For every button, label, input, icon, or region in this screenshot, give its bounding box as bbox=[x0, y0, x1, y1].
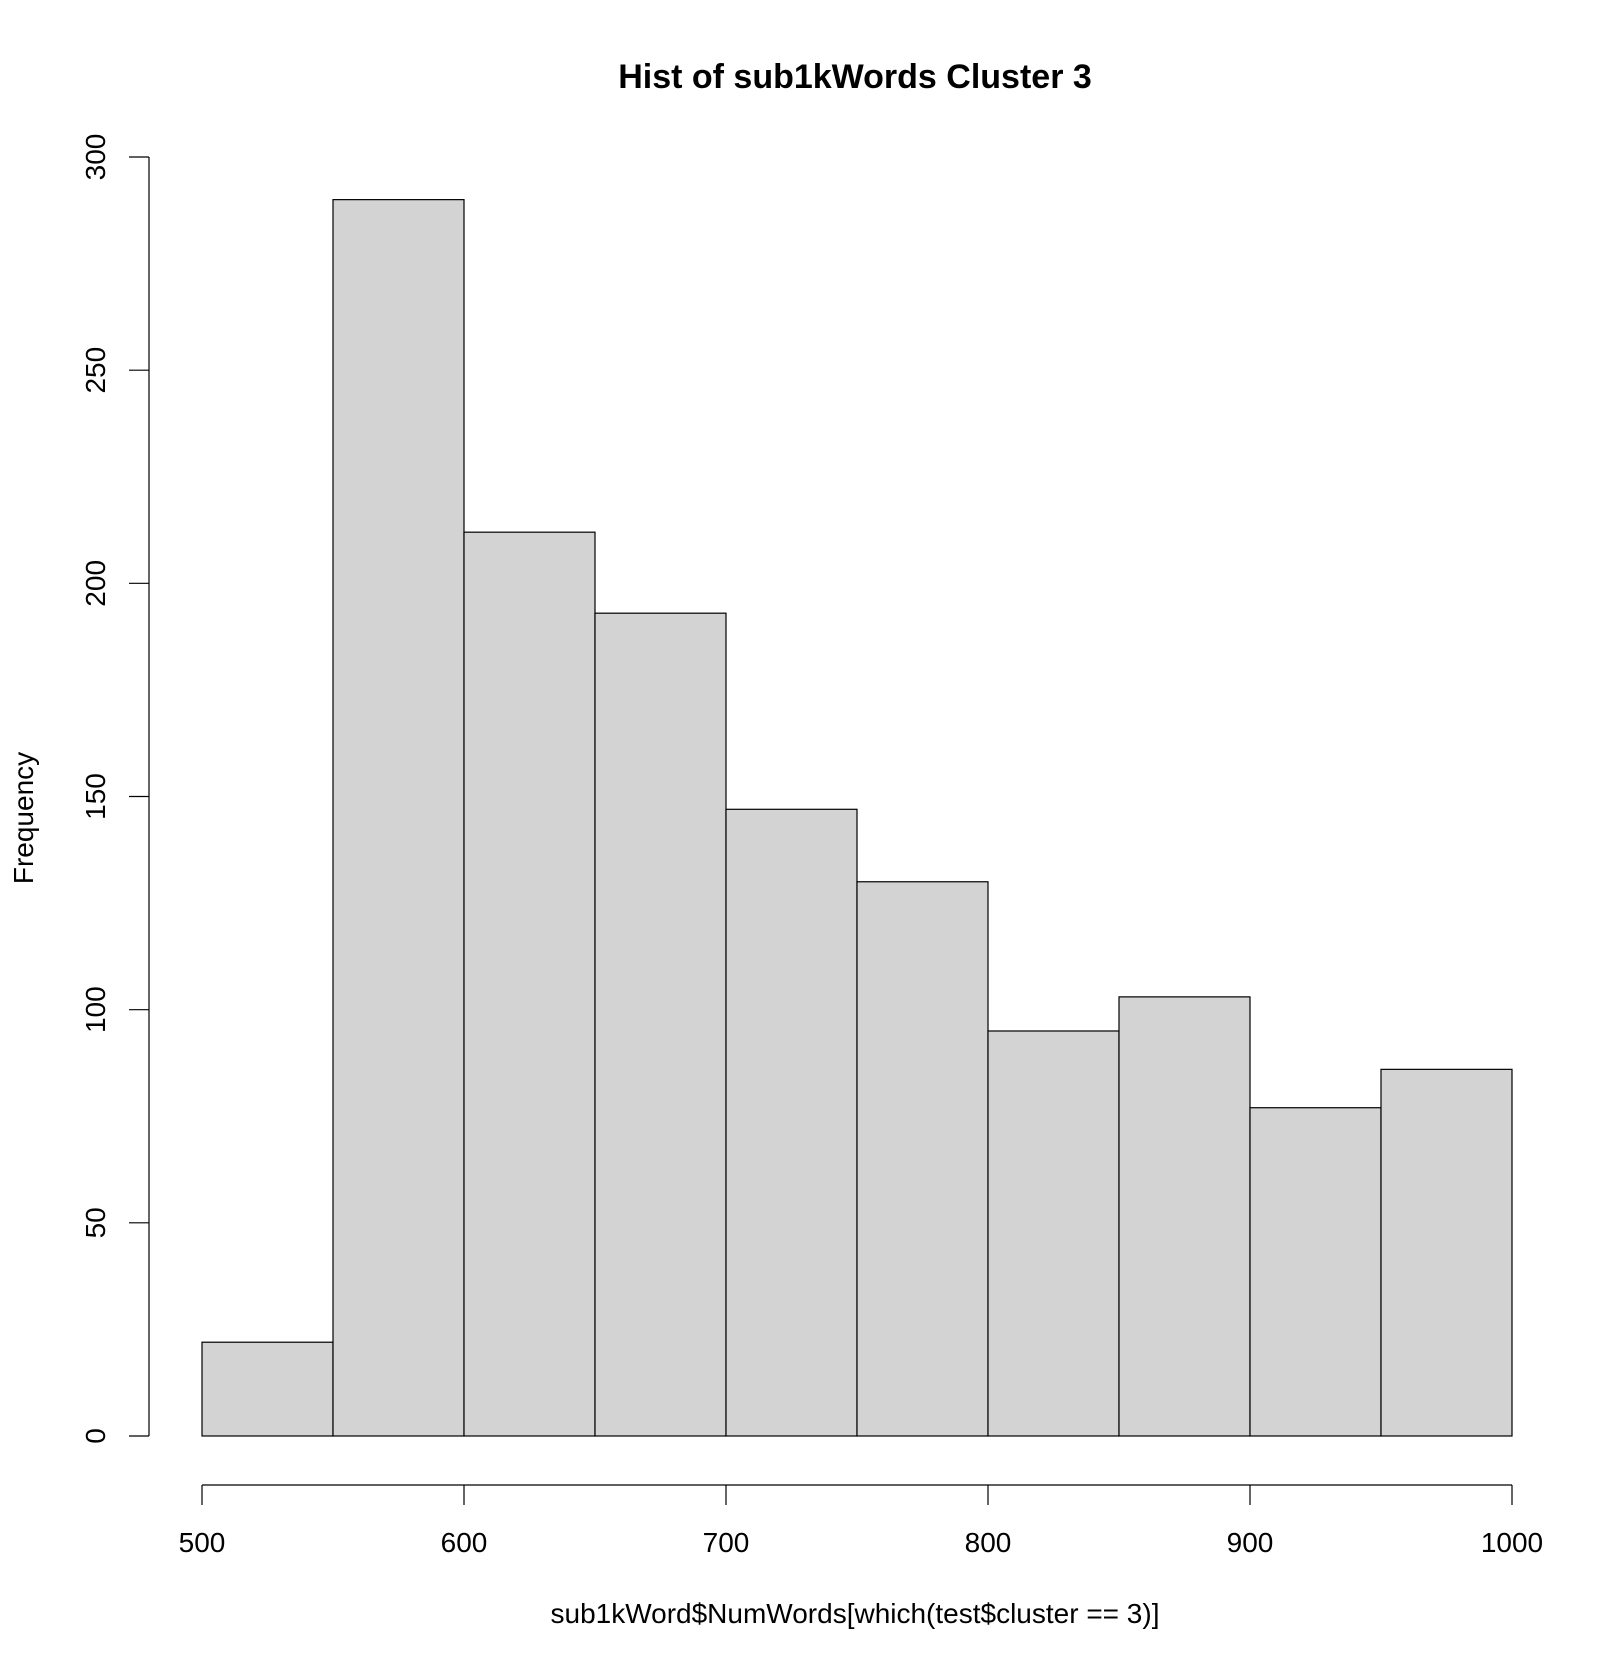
histogram-bar bbox=[725, 808, 858, 1437]
y-tick-label: 300 bbox=[80, 134, 111, 181]
y-tick-label: 50 bbox=[80, 1207, 111, 1238]
y-tick-label: 100 bbox=[80, 986, 111, 1033]
y-tick-label: 0 bbox=[80, 1428, 111, 1444]
x-tick-label: 700 bbox=[703, 1527, 750, 1558]
histogram-bar bbox=[1118, 996, 1251, 1437]
y-axis: 0 50 100 150 200 250 300 bbox=[80, 134, 150, 1444]
histogram-bar bbox=[856, 881, 989, 1437]
y-tick-label: 200 bbox=[80, 560, 111, 607]
x-tick-label: 600 bbox=[441, 1527, 488, 1558]
y-tick-label: 250 bbox=[80, 347, 111, 394]
x-tick-label: 1000 bbox=[1481, 1527, 1543, 1558]
histogram-bar bbox=[1380, 1068, 1513, 1437]
bars-group bbox=[201, 199, 1513, 1437]
x-tick-label: 900 bbox=[1227, 1527, 1274, 1558]
x-axis-label: sub1kWord$NumWords[which(test$cluster ==… bbox=[551, 1598, 1160, 1629]
histogram-bar bbox=[332, 199, 465, 1437]
x-tick-label: 500 bbox=[179, 1527, 226, 1558]
histogram-bar bbox=[987, 1030, 1120, 1437]
x-tick-label: 800 bbox=[965, 1527, 1012, 1558]
y-tick-label: 150 bbox=[80, 773, 111, 820]
chart-title: Hist of sub1kWords Cluster 3 bbox=[618, 58, 1092, 96]
y-axis-label: Frequency bbox=[8, 752, 39, 884]
histogram-bar bbox=[201, 1341, 334, 1437]
histogram-bar bbox=[594, 612, 727, 1437]
histogram-bar bbox=[463, 531, 596, 1437]
histogram-bar bbox=[1249, 1107, 1382, 1437]
x-axis: 500 600 700 800 900 1000 bbox=[179, 1484, 1543, 1558]
